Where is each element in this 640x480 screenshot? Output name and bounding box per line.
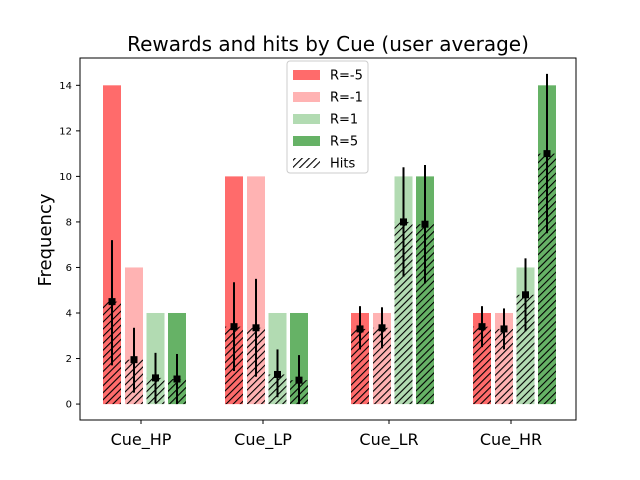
hit-marker-Cue_HR-R=5: [543, 150, 551, 158]
hit-marker-Cue_HR-R=-5: [478, 323, 486, 331]
legend-label: R=1: [330, 113, 358, 128]
chart-title: Rewards and hits by Cue (user average): [127, 32, 529, 56]
legend-label: R=5: [330, 135, 358, 150]
y-axis: 0 2 4 6 8 10 12 14: [59, 81, 80, 411]
legend-swatch: [293, 114, 320, 124]
hit-marker-Cue_HP-R=5: [173, 375, 181, 383]
hit-bar-Cue_HR-R=-5: [473, 326, 491, 405]
hit-marker-Cue_HR-R=1: [522, 291, 529, 299]
x-tick-label: Cue_LR: [359, 430, 418, 450]
y-tick-label: 10: [59, 172, 72, 183]
hit-marker-Cue_LR-R=-1: [378, 324, 386, 332]
hit-marker-Cue_LP-R=1: [274, 370, 281, 378]
legend-label: R=-1: [330, 91, 363, 106]
y-tick-label: 6: [66, 263, 72, 274]
hit-bar-Cue_LR-R=1: [394, 221, 413, 405]
hit-bar-Cue_HR-R=5: [538, 153, 556, 405]
hit-bar-Cue_HR-R=1: [516, 294, 535, 405]
hit-bar-Cue_HR-R=-1: [495, 328, 513, 405]
errorbars-layer: [108, 73, 551, 405]
legend-swatch: [293, 136, 320, 146]
y-tick-label: 12: [59, 126, 72, 137]
hit-marker-Cue_LP-R=-1: [252, 324, 260, 332]
hit-bar-Cue_LR-R=-5: [351, 328, 369, 405]
hit-marker-Cue_LP-R=5: [295, 376, 303, 384]
hit-bar-Cue_LR-R=5: [416, 224, 434, 405]
y-tick-label: 14: [59, 81, 72, 92]
legend-swatch: [293, 92, 320, 102]
hit-marker-Cue_LR-R=5: [421, 220, 429, 228]
hit-marker-Cue_LP-R=-5: [230, 323, 238, 331]
x-tick-label: Cue_HP: [111, 430, 172, 450]
y-tick-label: 8: [66, 217, 72, 228]
hit-marker-Cue_HR-R=-1: [500, 325, 508, 333]
x-tick-label: Cue_HR: [480, 430, 542, 450]
legend-swatch: [293, 70, 320, 80]
y-tick-label: 0: [66, 400, 72, 411]
hits-layer: [103, 153, 556, 405]
x-tick-label: Cue_LP: [234, 430, 292, 450]
x-axis: Cue_HP Cue_LP Cue_LR Cue_HR: [111, 420, 542, 450]
hit-marker-Cue_HP-R=-5: [108, 298, 116, 306]
legend: R=-5 R=-1 R=1 R=5 Hits: [286, 60, 369, 174]
plot-frame: [79, 57, 577, 421]
hit-marker-Cue_LR-R=-5: [356, 325, 364, 333]
y-axis-label: Frequency: [35, 193, 56, 286]
y-tick-label: 4: [66, 308, 72, 319]
legend-swatch: [293, 158, 320, 168]
legend-label: R=-5: [330, 69, 363, 84]
y-tick-label: 2: [66, 354, 72, 365]
hit-marker-Cue_HP-R=-1: [130, 356, 138, 364]
hit-marker-Cue_LR-R=1: [400, 218, 407, 226]
hit-bar-Cue_LR-R=-1: [373, 327, 391, 405]
hit-marker-Cue_HP-R=1: [152, 374, 159, 382]
legend-label: Hits: [330, 157, 355, 172]
